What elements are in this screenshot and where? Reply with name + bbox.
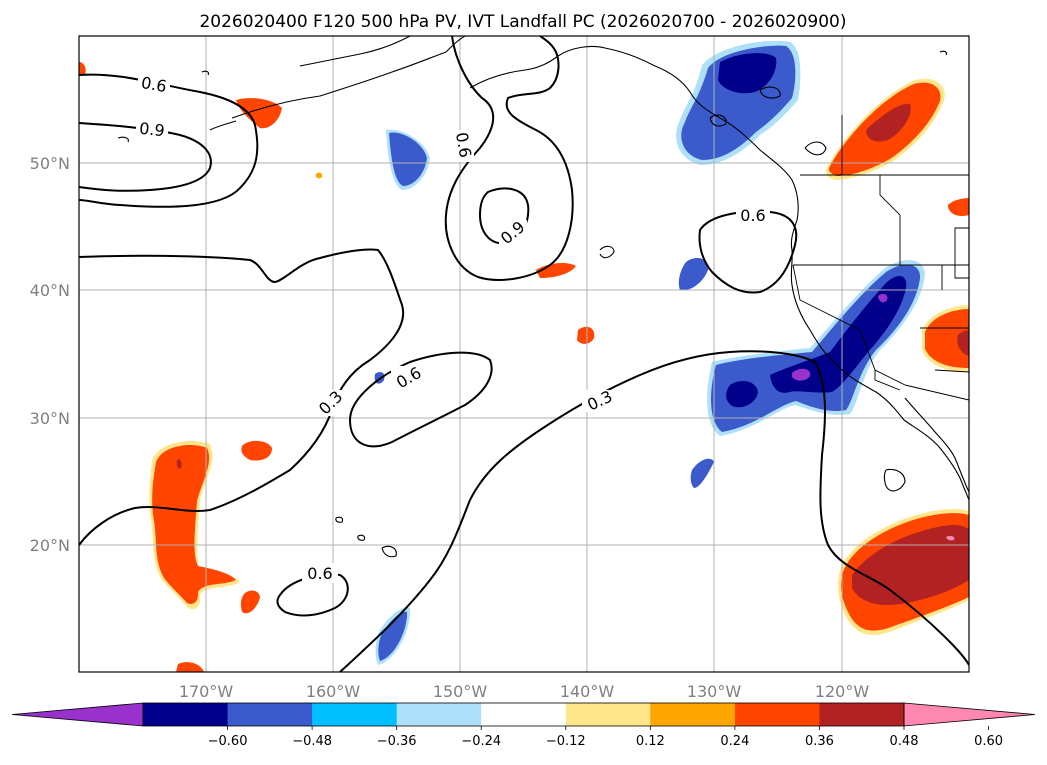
shade-small-neg-1b [389,132,427,186]
lat-tick-label: 20°N [30,536,70,555]
shade-california-core-west [726,380,758,408]
contour-label: 0.6 [740,206,765,225]
shading [79,40,969,672]
shade-small-pos-5 [577,326,595,344]
colorbar-tick-label: −0.36 [377,734,417,749]
lon-tick-label: 170°W [179,682,234,701]
colorbar-segment [734,703,820,726]
shade-small-pos-6 [176,662,204,672]
shade-small-neg-5b [378,611,408,661]
contour-label: 0.6 [452,131,475,159]
lat-tick-labels: 20°N 30°N 40°N 50°N [30,154,70,555]
colorbar-segment [227,703,313,726]
lon-tick-label: 130°W [687,682,742,701]
lat-tick-label: 40°N [30,281,70,300]
colorbar-segment [312,703,398,726]
lat-tick-label: 30°N [30,409,70,428]
lon-tick-label: 120°W [815,682,870,701]
colorbar-tick-label: 0.36 [805,734,834,749]
contour-label: 0.6 [140,73,168,96]
colorbar-segments [11,702,1036,727]
shade-hawaii-west [152,444,236,604]
colorbar-segment [143,703,229,726]
colorbar-segment [396,703,482,726]
colorbar-tick-label: −0.24 [461,734,501,749]
lat-tick-label: 50°N [30,154,70,173]
colorbar-tick-label: 0.24 [720,734,749,749]
shade-bc-interior-dark [866,103,911,142]
borders [792,115,969,401]
map-frame [78,35,970,673]
lon-tick-label: 150°W [433,682,488,701]
shade-nw-corner [79,62,86,74]
contour-03-east [339,350,969,672]
colorbar-tick-label: 0.60 [974,734,1003,749]
shade-small-neg-4 [690,458,714,488]
lon-tick-label: 140°W [560,682,615,701]
colorbar-segment [650,703,736,726]
shade-great-basin [925,309,969,368]
colorbar-extend-high [903,702,1036,727]
map-layers: 0.6 0.9 0.6 0.9 0.6 0.3 0.6 0.3 0.6 [79,36,969,672]
colorbar-segment [481,703,567,726]
colorbar-tick-label: −0.60 [208,734,248,749]
shade-great-basin-dark [957,330,969,356]
shade-california-purple [792,368,811,381]
contour-label: 0.6 [307,564,332,583]
contour-label: 0.9 [138,119,165,141]
contour-03-west [79,248,405,546]
colorbar-frame [142,702,905,727]
shade-hawaii-west-dark [176,459,182,469]
shade-small-neg-2 [678,258,709,291]
colorbar-tick-label: 0.48 [890,734,919,749]
shade-small-pos-2 [240,590,260,614]
colorbar: −0.60 −0.48 −0.36 −0.24 −0.12 0.12 0.24 0.36 0.4… [11,702,1036,749]
colorbar-tick-label: −0.48 [292,734,332,749]
lon-tick-labels: 170°W 160°W 150°W 140°W 130°W 120°W [179,682,870,701]
colorbar-tick-label: −0.12 [546,734,586,749]
shade-baja-pink [946,536,955,541]
contour-06-north [444,36,574,281]
colorbar-segment [819,703,905,726]
colorbar-segment [565,703,651,726]
shade-montana-edge [948,198,969,216]
lon-tick-label: 160°W [306,682,361,701]
shade-california-purple-2 [878,293,888,303]
colorbar-tick-label: 0.12 [636,734,665,749]
coastlines [117,36,969,558]
chart-title: 2026020400 F120 500 hPa PV, IVT Landfall… [199,12,846,32]
shade-california-core [770,275,907,393]
shade-small-pos-7 [315,172,323,179]
shade-gulf-alaska-core [718,53,777,94]
shade-small-pos-1 [241,440,272,461]
colorbar-extend-low [11,702,144,727]
contour-labels: 0.6 0.9 0.6 0.9 0.6 0.3 0.6 0.3 0.6 [136,73,770,583]
colorbar-ticks: −0.60 −0.48 −0.36 −0.24 −0.12 0.12 0.24 0.36 0.4… [208,726,1003,749]
